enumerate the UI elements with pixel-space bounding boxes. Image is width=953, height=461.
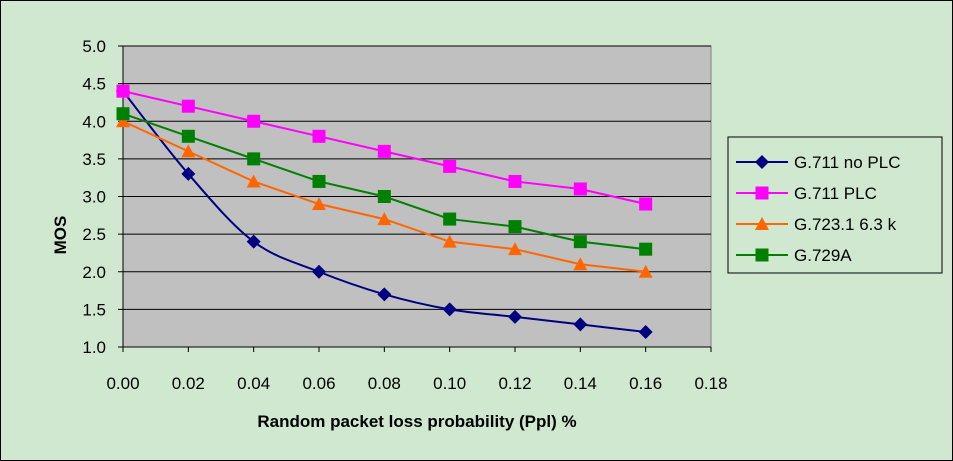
x-tick-labels: 0.00 0.02 0.04 0.06 0.08 0.10 0.12 0.14 0.16 0.18 xyxy=(106,347,728,393)
series-1-point-3 xyxy=(312,129,326,143)
series-2 xyxy=(116,114,653,278)
series-2-point-5 xyxy=(442,234,457,248)
legend-marker-3 xyxy=(755,248,769,262)
series-1-point-0 xyxy=(116,84,130,98)
series-3-point-5 xyxy=(443,212,457,226)
series-3-point-8 xyxy=(639,242,653,256)
series-1-point-8 xyxy=(639,197,653,211)
series-2-point-1 xyxy=(181,144,196,158)
y-tick-label-8: 5.0 xyxy=(82,37,106,56)
legend-label-1: G.711 PLC xyxy=(794,184,877,203)
series-2-point-7 xyxy=(573,257,588,271)
series-0-point-2 xyxy=(246,234,261,249)
series-2-point-4 xyxy=(377,212,392,226)
series-0-point-7 xyxy=(573,317,588,332)
series-3-point-6 xyxy=(508,220,522,234)
x-tick-label-8: 0.16 xyxy=(629,374,662,393)
y-tick-label-6: 4.0 xyxy=(82,112,106,131)
x-axis-title: Random packet loss probability (Ppl) % xyxy=(257,412,576,431)
series-1-point-2 xyxy=(247,114,261,128)
legend-marker-2 xyxy=(755,217,769,230)
series-1-point-1 xyxy=(181,99,195,113)
series-2-point-8 xyxy=(638,264,653,278)
series-0-point-5 xyxy=(442,302,457,317)
series-3-point-0 xyxy=(116,107,130,121)
legend: G.711 no PLC G.711 PLC G.723.1 6.3 k G.729A xyxy=(727,136,943,274)
series-2-point-2 xyxy=(246,174,261,188)
y-tick-label-1: 1.5 xyxy=(82,300,106,319)
series-3 xyxy=(116,107,653,256)
y-tick-label-5: 3.5 xyxy=(82,150,106,169)
series-3-point-1 xyxy=(181,129,195,143)
y-tick-label-2: 2.0 xyxy=(82,263,106,282)
series-0-point-3 xyxy=(312,264,326,279)
series-1-point-5 xyxy=(443,159,457,173)
x-tick-label-5: 0.10 xyxy=(433,374,466,393)
series-1-point-4 xyxy=(377,144,391,158)
x-tick-label-1: 0.02 xyxy=(172,374,205,393)
series-2-point-6 xyxy=(508,242,522,256)
x-tick-label-6: 0.12 xyxy=(498,374,531,393)
legend-marker-1 xyxy=(755,186,769,200)
y-tick-label-3: 2.5 xyxy=(82,225,106,244)
series-1-point-6 xyxy=(508,174,522,188)
legend-label-0: G.711 no PLC xyxy=(794,153,900,172)
series-2-point-0 xyxy=(116,114,130,128)
legend-marker-0 xyxy=(755,155,769,169)
x-tick-label-4: 0.08 xyxy=(368,374,401,393)
x-tick-label-0: 0.00 xyxy=(106,374,139,393)
series-0-point-1 xyxy=(181,166,196,181)
y-tick-labels: 1.0 1.5 2.0 2.5 3.0 3.5 4.0 4.5 5.0 xyxy=(82,37,123,357)
series-1-point-7 xyxy=(573,182,587,196)
legend-label-3: G.729A xyxy=(794,246,852,265)
y-tick-label-4: 3.0 xyxy=(82,188,106,207)
series-1 xyxy=(116,84,653,211)
y-axis-title: MOS xyxy=(51,216,70,255)
x-tick-label-3: 0.06 xyxy=(302,374,335,393)
x-tick-label-7: 0.14 xyxy=(564,374,597,393)
legend-label-2: G.723.1 6.3 k xyxy=(794,215,897,234)
y-tick-label-7: 4.5 xyxy=(82,75,106,94)
x-tick-label-9: 0.18 xyxy=(694,374,727,393)
series-2-point-3 xyxy=(312,197,326,211)
series-layer xyxy=(116,84,653,339)
series-3-point-7 xyxy=(573,235,587,249)
series-3-point-3 xyxy=(312,174,326,188)
series-3-point-2 xyxy=(247,152,261,166)
series-3-point-4 xyxy=(377,190,391,203)
x-tick-label-2: 0.04 xyxy=(237,374,270,393)
series-0-point-8 xyxy=(638,324,653,339)
y-tick-label-0: 1.0 xyxy=(82,338,106,357)
series-0-point-4 xyxy=(377,287,392,302)
series-0-point-6 xyxy=(508,309,522,324)
